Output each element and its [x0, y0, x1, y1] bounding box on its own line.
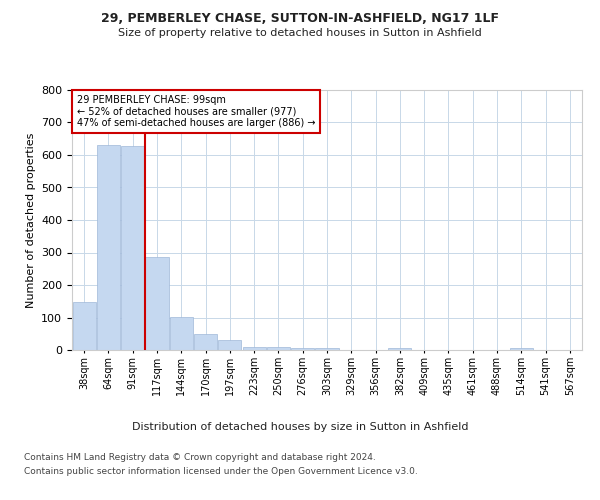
Bar — [242, 347, 266, 350]
Bar — [194, 334, 217, 350]
Bar — [316, 348, 338, 350]
Bar — [267, 347, 290, 350]
Bar — [73, 302, 95, 350]
Text: Contains public sector information licensed under the Open Government Licence v3: Contains public sector information licen… — [24, 468, 418, 476]
Y-axis label: Number of detached properties: Number of detached properties — [26, 132, 35, 308]
Bar — [510, 348, 533, 350]
Bar — [97, 144, 120, 350]
Bar — [388, 348, 412, 350]
Text: Size of property relative to detached houses in Sutton in Ashfield: Size of property relative to detached ho… — [118, 28, 482, 38]
Text: 29, PEMBERLEY CHASE, SUTTON-IN-ASHFIELD, NG17 1LF: 29, PEMBERLEY CHASE, SUTTON-IN-ASHFIELD,… — [101, 12, 499, 26]
Text: Contains HM Land Registry data © Crown copyright and database right 2024.: Contains HM Land Registry data © Crown c… — [24, 452, 376, 462]
Bar — [291, 348, 314, 350]
Bar — [218, 340, 241, 350]
Bar — [121, 146, 144, 350]
Text: 29 PEMBERLEY CHASE: 99sqm
← 52% of detached houses are smaller (977)
47% of semi: 29 PEMBERLEY CHASE: 99sqm ← 52% of detac… — [77, 95, 316, 128]
Bar — [145, 256, 169, 350]
Bar — [170, 316, 193, 350]
Text: Distribution of detached houses by size in Sutton in Ashfield: Distribution of detached houses by size … — [132, 422, 468, 432]
